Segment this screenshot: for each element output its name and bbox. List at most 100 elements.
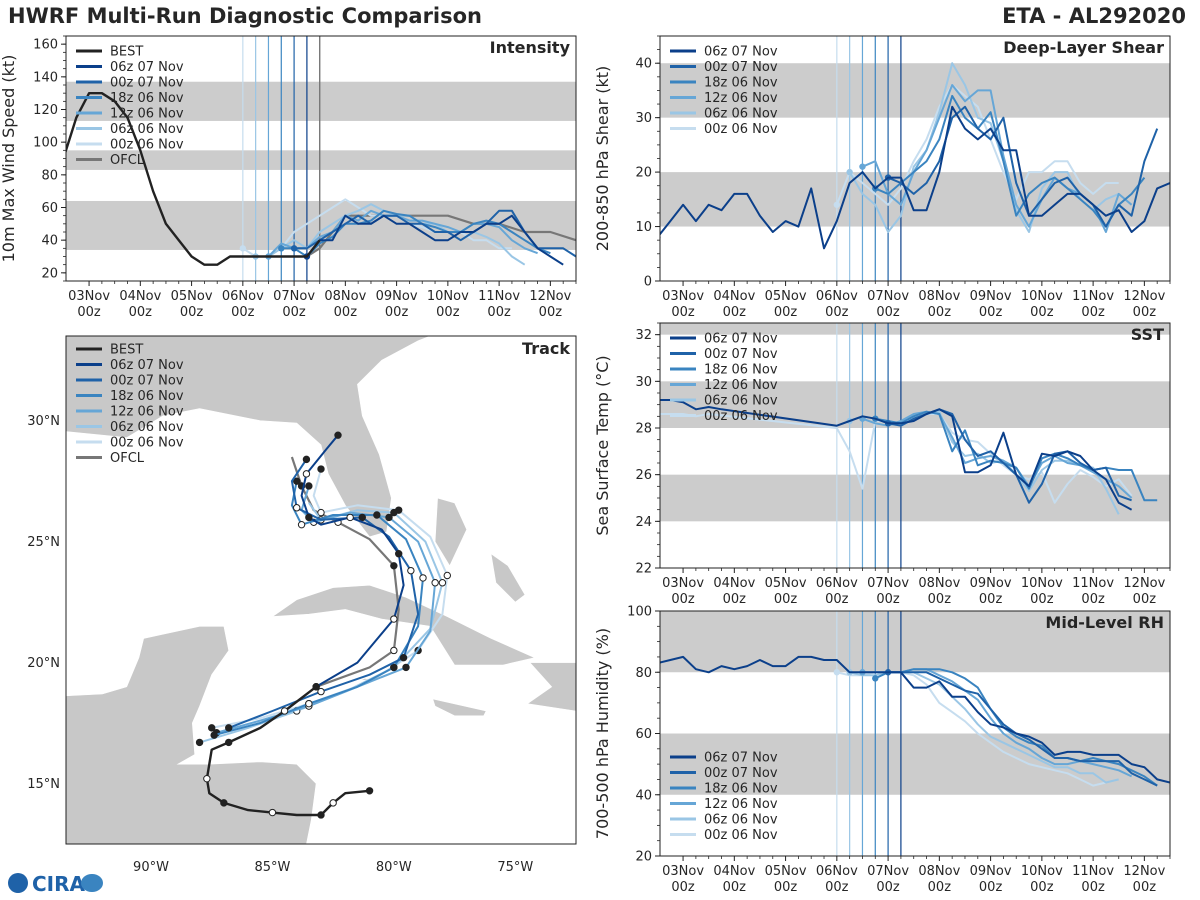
track-point-best: [203, 774, 211, 783]
intensity-band-1: [66, 150, 576, 170]
track-legend-label: 00z 07 Nov: [110, 374, 184, 389]
sst-xtick-label: 00z: [979, 592, 1003, 607]
track-point-06z-06-nov: [390, 508, 398, 517]
rh-band-0: [660, 733, 1170, 795]
track-point-06z-07-nov: [390, 615, 398, 623]
rh-marker-00z-06-nov: [833, 669, 841, 676]
track-point-06z-07-nov: [334, 431, 342, 439]
shear-legend-label: 12z 06 Nov: [704, 91, 778, 106]
intensity-xtick-label: 00z: [334, 305, 358, 320]
hispaniola-land: [526, 662, 576, 712]
rh-xtick-label: 04Nov: [713, 864, 755, 879]
track-point-00z-07-nov: [225, 724, 233, 732]
shear-ytick-label: 40: [635, 57, 652, 72]
intensity-ytick-label: 80: [41, 168, 58, 183]
intensity-series-best: [66, 91, 321, 266]
shear-panel-title: Deep-Layer Shear: [1003, 38, 1164, 57]
sst-legend-label: 12z 06 Nov: [704, 378, 778, 393]
logo-satellite-icon: [81, 874, 103, 892]
intensity-ytick-label: 140: [33, 70, 58, 85]
track-line-ofcl: [290, 456, 400, 688]
intensity-xtick-label: 06Nov: [222, 289, 264, 304]
storm-id-title: ETA - AL292020: [1002, 4, 1186, 28]
track-lat-label: 20°N: [27, 656, 60, 671]
intensity-xtick-label: 05Nov: [171, 289, 213, 304]
intensity-ytick-label: 100: [33, 136, 58, 151]
track-axes-frame: [65, 335, 577, 845]
track-point-best: [280, 707, 289, 715]
track-panel-title: Track: [522, 339, 570, 358]
rh-xtick-label: 07Nov: [867, 864, 909, 879]
sst-legend-label: 00z 07 Nov: [704, 347, 778, 362]
sst-xtick-label: 12Nov: [1123, 576, 1165, 591]
intensity-ylabel: 10m Max Wind Speed (kt): [0, 55, 18, 263]
track-point-12z-06-nov: [385, 513, 393, 522]
intensity-panel-title: Intensity: [490, 38, 571, 57]
intensity-band-2: [66, 81, 576, 121]
track-point-06z-07-nov: [346, 513, 354, 522]
shear-xtick-label: 08Nov: [918, 289, 960, 304]
shear-xtick-label: 00z: [825, 305, 849, 320]
track-point-06z-06-nov: [195, 738, 204, 747]
track-legend-label: OFCL: [110, 451, 145, 466]
rh-xtick-label: 11Nov: [1072, 864, 1114, 879]
sst-xtick-label: 03Nov: [662, 576, 704, 591]
shear-marker-06z-06-nov: [846, 168, 853, 176]
track-point-00z-06-nov: [208, 724, 216, 732]
intensity-xtick-label: 00z: [539, 305, 563, 320]
sst-xtick-label: 00z: [1133, 592, 1157, 607]
sst-xtick-label: 11Nov: [1072, 576, 1114, 591]
sst-xtick-label: 00z: [774, 592, 798, 607]
sst-axes-frame: [659, 322, 1171, 569]
track-legend-label: BEST: [110, 343, 143, 358]
sst-legend-label: 18z 06 Nov: [704, 363, 778, 378]
track-line-best: [205, 685, 370, 817]
track-point-best: [268, 808, 277, 817]
rh-xtick-label: 10Nov: [1021, 864, 1063, 879]
intensity-marker-00z-07-nov: [290, 245, 298, 252]
intensity-ytick-label: 60: [41, 201, 58, 216]
shear-xtick-label: 00z: [1030, 305, 1054, 320]
cuba-land: [271, 584, 536, 666]
jamaica-land: [432, 698, 487, 717]
intensity-xtick-label: 00z: [231, 305, 255, 320]
cayman-land: [359, 677, 370, 681]
shear-xtick-label: 00z: [1133, 305, 1157, 320]
shear-legend-label: 18z 06 Nov: [704, 76, 778, 91]
sst-xtick-label: 04Nov: [713, 576, 755, 591]
shear-xtick-label: 00z: [876, 305, 900, 320]
track-point-00z-07-nov: [407, 566, 415, 575]
panel-rh: 2040608010003Nov00z04Nov00z05Nov00z06Nov…: [593, 605, 1171, 895]
intensity-marker-00z-06-nov: [239, 245, 247, 252]
shear-band-1: [660, 63, 1170, 118]
shear-ylabel: 200-850 hPa Shear (kt): [593, 66, 612, 252]
rh-xtick-label: 03Nov: [662, 864, 704, 879]
rh-xtick-label: 00z: [1081, 880, 1105, 895]
rh-plot-area: [660, 611, 1170, 856]
sst-xtick-label: 07Nov: [867, 576, 909, 591]
rh-panel-title: Mid-Level RH: [1045, 613, 1164, 632]
intensity-series-12z-06-nov: [267, 209, 538, 258]
sst-ytick-label: 28: [635, 422, 652, 437]
shear-xtick-label: 12Nov: [1123, 289, 1165, 304]
rh-xtick-label: 00z: [723, 880, 747, 895]
sst-xtick-label: 06Nov: [816, 576, 858, 591]
page-title: HWRF Multi-Run Diagnostic Comparison: [8, 4, 483, 28]
track-legend-label: 06z 07 Nov: [110, 358, 184, 373]
track-point-best: [329, 799, 337, 807]
track-point-18z-06-nov: [305, 699, 313, 708]
intensity-ytick-label: 120: [33, 103, 58, 118]
track-point-06z-07-nov: [395, 550, 403, 558]
sst-xtick-label: 00z: [825, 592, 849, 607]
intensity-legend-label: 18z 06 Nov: [110, 91, 184, 106]
shear-xtick-label: 05Nov: [765, 289, 807, 304]
shear-xtick-label: 00z: [774, 305, 798, 320]
sst-xtick-label: 10Nov: [1021, 576, 1063, 591]
intensity-xtick-label: 12Nov: [529, 289, 571, 304]
sst-xtick-label: 00z: [723, 592, 747, 607]
shear-series-00z-07-nov: [887, 105, 1159, 228]
rh-legend-label: 18z 06 Nov: [704, 782, 778, 797]
